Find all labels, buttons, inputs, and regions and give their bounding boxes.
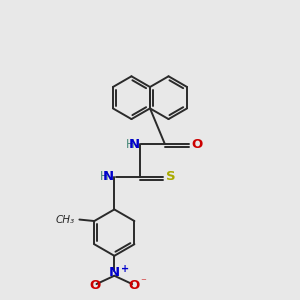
Text: O: O [192,138,203,151]
Text: N: N [109,266,120,279]
Text: H: H [125,138,134,151]
Text: +: + [121,264,129,274]
Text: H: H [100,170,109,183]
Text: O: O [128,279,139,292]
Text: O: O [89,279,100,292]
Text: S: S [166,170,176,183]
Text: N: N [128,138,140,151]
Text: N: N [103,170,114,183]
Text: CH₃: CH₃ [56,214,75,224]
Text: ⁻: ⁻ [140,277,146,287]
